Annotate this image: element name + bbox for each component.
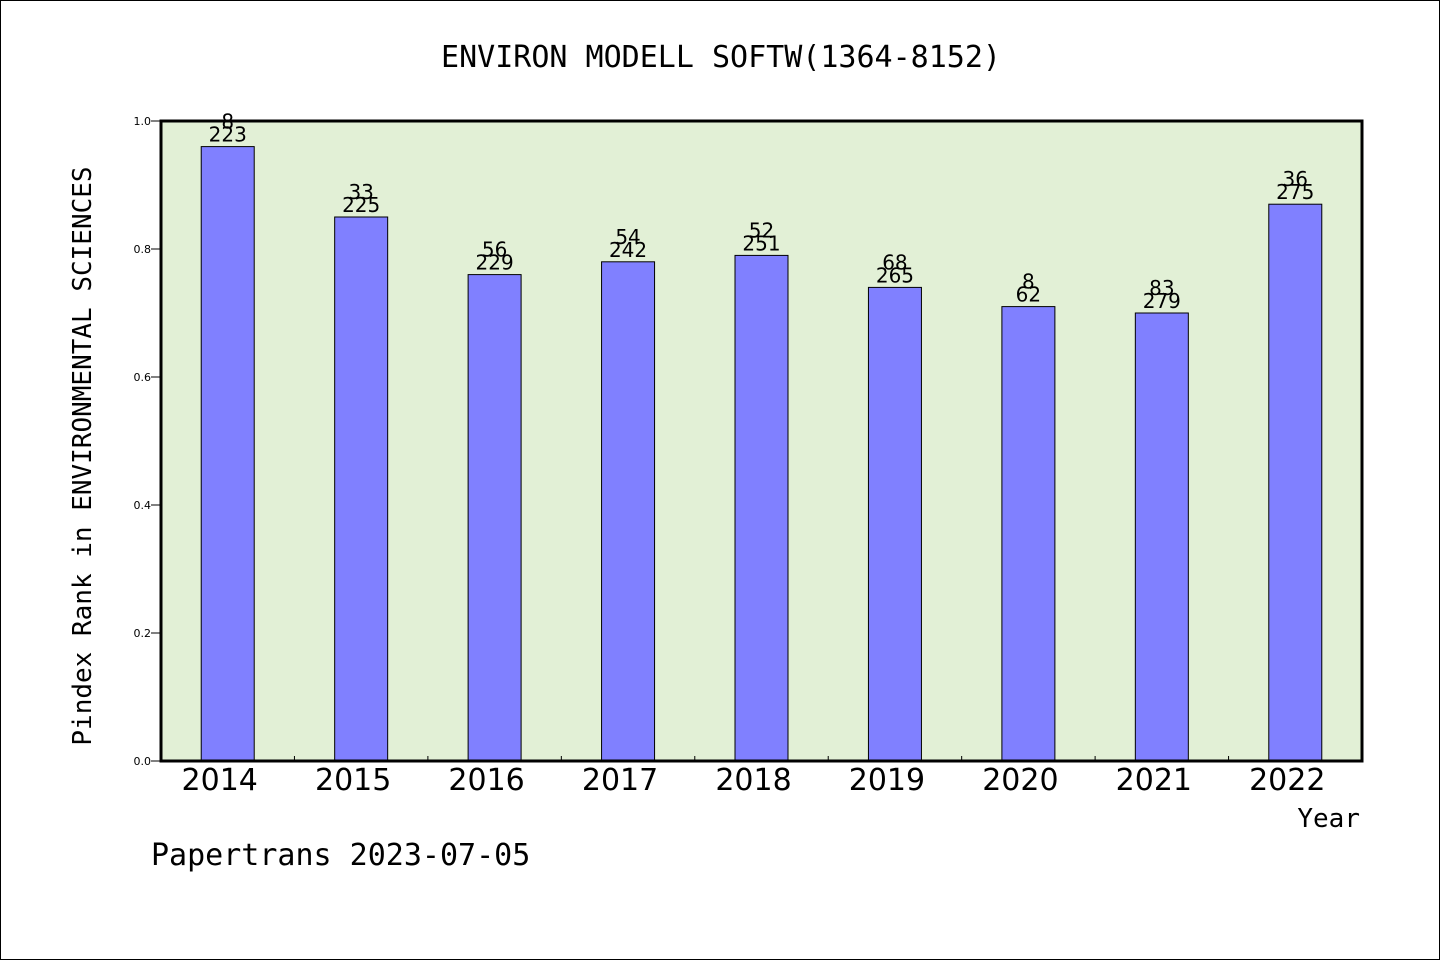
bar-2015 <box>334 216 389 762</box>
x-tick-label-2014: 2014 <box>182 763 258 798</box>
x-tick-label-2015: 2015 <box>315 763 391 798</box>
plot-frame <box>159 119 1364 763</box>
y-axis-label: Pindex Rank in ENVIRONMENTAL SCIENCES <box>68 166 98 745</box>
bar-label-bottom-2018: 251 <box>742 231 780 255</box>
bar-2016 <box>467 274 522 762</box>
bar-2017 <box>601 261 656 762</box>
bar-label-bottom-2019: 265 <box>876 263 914 287</box>
bar-2014 <box>200 146 255 762</box>
bar-label-top-2020: 8 <box>1022 270 1035 294</box>
bar-label-top-2017: 54 <box>615 225 640 249</box>
footer-text: Papertrans 2023-07-05 <box>151 838 530 873</box>
bar-2020 <box>1001 306 1056 762</box>
bar-label-top-2016: 56 <box>482 238 507 262</box>
bar-2022 <box>1268 203 1323 762</box>
bar-label-bottom-2022: 275 <box>1276 180 1314 204</box>
bar-label-bottom-2014: 223 <box>209 123 247 147</box>
bar-label-bottom-2021: 279 <box>1143 289 1181 313</box>
y-tick-label: 1.0 <box>134 115 152 128</box>
bar-label-bottom-2017: 242 <box>609 238 647 262</box>
x-tick-label-2021: 2021 <box>1116 763 1192 798</box>
bar-2021 <box>1134 312 1189 762</box>
bar-label-bottom-2016: 229 <box>476 251 514 275</box>
x-tick-label-2016: 2016 <box>448 763 524 798</box>
bars-layer <box>200 146 1323 762</box>
ticks-layer: 2014 2015 2016 2017 2018 2019 2020 2021 2022 0.0 0… <box>134 115 1326 798</box>
bar-2018 <box>734 254 789 762</box>
x-tick-label-2020: 2020 <box>982 763 1058 798</box>
x-tick-label-2019: 2019 <box>849 763 925 798</box>
bar-label-bottom-2015: 225 <box>342 193 380 217</box>
x-tick-label-2022: 2022 <box>1249 763 1325 798</box>
y-tick-label: 0.4 <box>134 499 152 512</box>
y-tick-label: 0.8 <box>134 243 152 256</box>
y-tick-label: 0.6 <box>134 371 152 384</box>
bar-label-top-2019: 68 <box>882 250 907 274</box>
bar-label-top-2022: 36 <box>1283 167 1308 191</box>
x-axis-label: Year <box>1297 804 1360 834</box>
bar-label-top-2018: 52 <box>749 218 774 242</box>
chart-title: ENVIRON MODELL SOFTW(1364-8152) <box>441 40 1001 75</box>
bar-2019 <box>867 286 922 762</box>
x-tick-label-2018: 2018 <box>715 763 791 798</box>
bar-label-top-2015: 33 <box>348 180 373 204</box>
y-tick-label: 0.0 <box>134 755 152 768</box>
bar-label-bottom-2020: 62 <box>1016 283 1041 307</box>
bar-label-top-2021: 83 <box>1149 276 1174 300</box>
y-tick-label: 0.2 <box>134 627 152 640</box>
x-tick-label-2017: 2017 <box>582 763 658 798</box>
